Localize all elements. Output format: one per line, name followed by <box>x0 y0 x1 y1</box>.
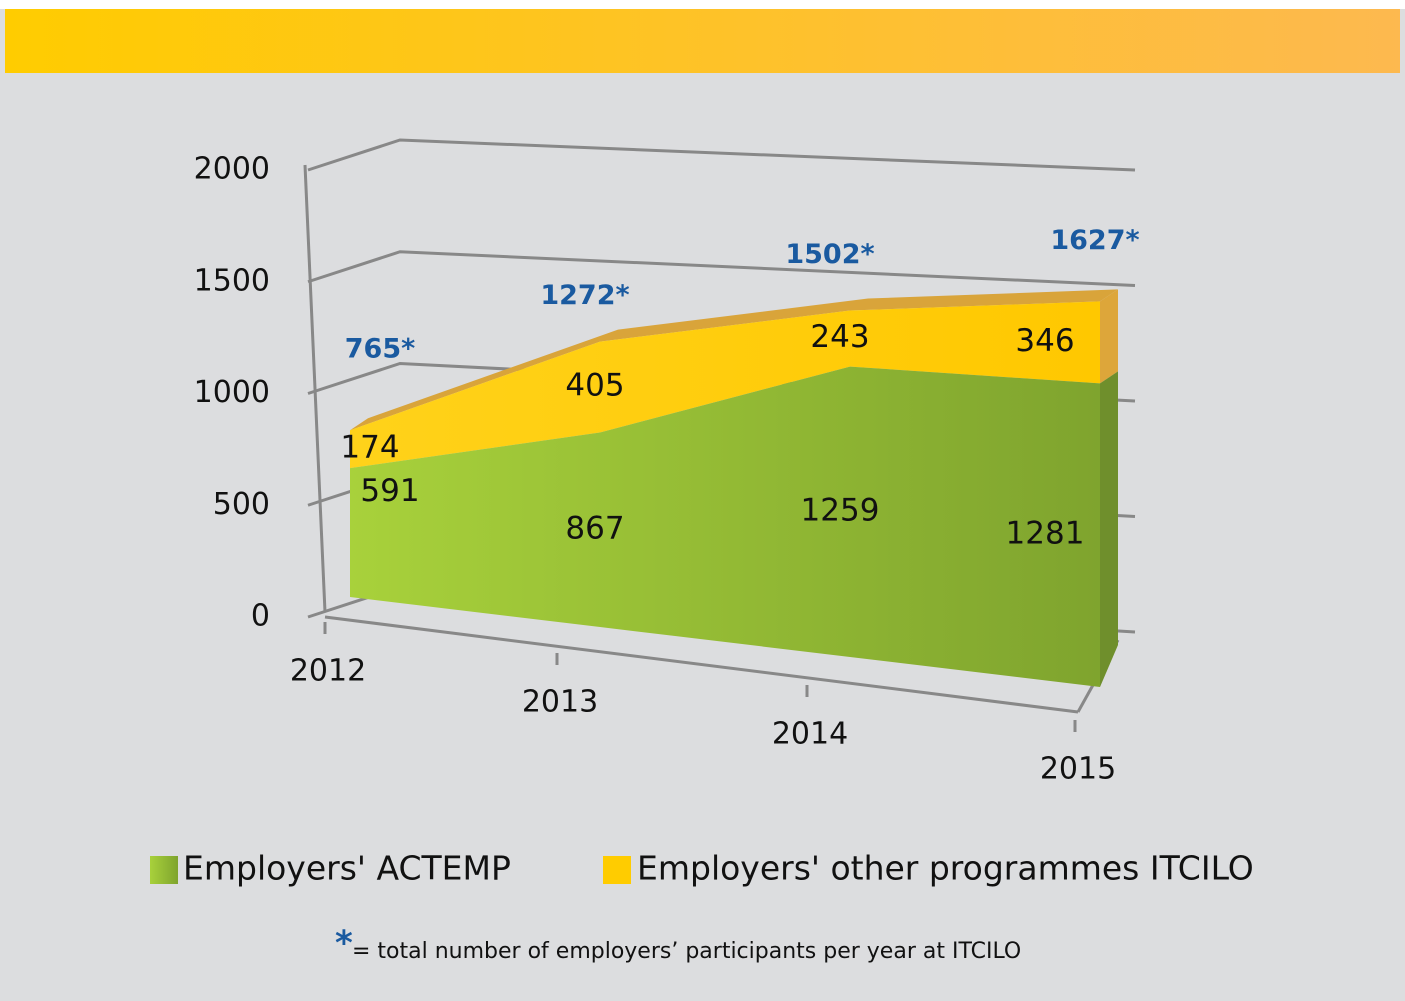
total-label: 765* <box>345 334 415 365</box>
data-label: 243 <box>810 319 869 355</box>
legend-swatch <box>603 856 631 884</box>
data-label: 346 <box>1015 323 1074 359</box>
x-tick-label: 2015 <box>1040 752 1116 787</box>
footnote-marker: * <box>335 924 353 964</box>
grid-line <box>307 250 1136 287</box>
data-label: 174 <box>340 430 399 466</box>
floor-front <box>324 615 1079 714</box>
data-label: 591 <box>360 473 419 509</box>
y-tick-label: 500 <box>213 487 270 522</box>
x-tick-label: 2014 <box>772 717 848 752</box>
x-tick-label: 2013 <box>522 685 598 720</box>
area-series <box>350 301 1100 469</box>
legend-label: Employers' ACTEMP <box>183 849 511 888</box>
total-label: 1272* <box>540 280 629 311</box>
total-label: 1627* <box>1050 225 1139 256</box>
side-green <box>1100 371 1118 687</box>
grid-line <box>307 138 1136 172</box>
data-label: 405 <box>565 368 624 404</box>
area-top-3d <box>350 289 1118 431</box>
y-tick-label: 1500 <box>194 263 270 298</box>
footnote: = total number of employers’ participant… <box>352 939 1021 964</box>
legend-label: Employers' other programmes ITCILO <box>637 849 1254 888</box>
y-tick-label: 0 <box>251 599 270 634</box>
back-wall-edge <box>303 164 327 613</box>
top-margin <box>0 0 1405 9</box>
data-label: 1281 <box>1006 516 1085 552</box>
side-yellow <box>1100 289 1118 384</box>
y-tick-label: 1000 <box>194 375 270 410</box>
area-series <box>350 366 1100 687</box>
legend-swatch <box>150 856 178 884</box>
header-bar <box>5 9 1400 73</box>
total-label: 1502* <box>785 239 874 270</box>
x-tick-label: 2012 <box>290 654 366 689</box>
data-label: 1259 <box>801 492 880 528</box>
y-tick-label: 2000 <box>194 152 270 187</box>
data-label: 867 <box>565 510 624 546</box>
